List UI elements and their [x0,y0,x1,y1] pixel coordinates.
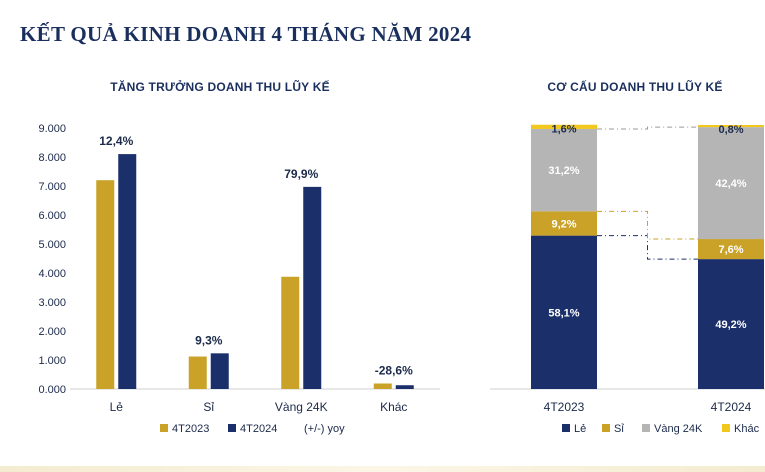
connector-line [597,235,698,260]
legend-label: Lẻ [574,423,586,435]
left-chart-title: TĂNG TRƯỞNG DOANH THU LŨY KẾ [110,80,330,94]
yoy-label: 12,4% [99,134,133,148]
bar-4t2023 [373,383,392,389]
y-tick-label: 4.000 [38,268,66,280]
x-tick-label: Lẻ [110,400,124,414]
yoy-label: 9,3% [195,333,223,347]
segment-label: 9,2% [551,218,576,230]
legend-label: Sỉ [614,423,624,435]
bar-4t2024 [303,186,322,389]
bar-4t2024 [395,385,414,389]
y-tick-label: 2.000 [38,326,66,338]
segment-label: 7,6% [718,244,743,256]
segment-label: 31,2% [548,165,579,177]
legend-label: Khác [734,423,760,435]
y-tick-label: 7.000 [38,181,66,193]
y-tick-label: 3.000 [38,297,66,309]
y-tick-label: 1.000 [38,355,66,367]
x-tick-label: Vàng 24K [275,400,328,414]
connector-line [597,126,698,130]
stack-segment-lẻ [531,235,597,389]
x-tick-label: 4T2024 [711,400,752,414]
y-tick-label: 6.000 [38,210,66,222]
legend-yoy: (+/-) yoy [304,423,345,435]
segment-label: 42,4% [715,178,746,190]
yoy-label: 79,9% [284,167,318,181]
legend-swatch [562,424,570,432]
segment-label: 1,6% [551,124,576,136]
legend-label: Vàng 24K [654,423,703,435]
yoy-label: -28,6% [375,363,413,377]
stack-segment-lẻ [698,259,764,389]
stack-segment-khác [698,125,764,128]
revenue-growth-chart: 0.000 1.000 2.000 3.000 4.000 5.000 6.000 7.000… [38,123,440,435]
connector-line [597,210,698,240]
legend-swatch [722,424,730,432]
stack-segment-khác [531,124,597,129]
legend-label: 4T2024 [240,423,277,435]
legend-swatch [642,424,650,432]
x-tick-label: Sỉ [203,400,214,414]
stack-segment-sỉ [531,211,597,236]
bar-4t2024 [118,154,137,389]
right-chart-title: CƠ CẤU DOANH THU LŨY KẾ [547,80,723,94]
stack-segment-sỉ [698,239,764,260]
x-tick-label: Khác [380,400,407,414]
stack-segment-vàng-24k [531,128,597,212]
footer-strip [0,466,765,472]
y-tick-label: 8.000 [38,152,66,164]
legend-swatch [160,424,168,432]
stack-segment-vàng-24k [698,127,764,240]
y-tick-label: 0.000 [38,384,66,396]
legend-swatch [228,424,236,432]
page-title: KẾT QUẢ KINH DOANH 4 THÁNG NĂM 2024 [20,22,472,46]
legend-swatch [602,424,610,432]
bar-4t2023 [281,276,300,389]
segment-label: 0,8% [718,124,743,136]
y-tick-label: 5.000 [38,239,66,251]
legend-label: 4T2023 [172,423,209,435]
revenue-structure-chart: 58,1% 9,2% 31,2% 1,6% 4T2023 49,2% 7,6% 42,4% 0,… [490,124,765,435]
x-tick-label: 4T2023 [544,400,585,414]
segment-label: 49,2% [715,319,746,331]
bar-4t2023 [188,356,207,389]
segment-label: 58,1% [548,307,579,319]
bar-4t2023 [96,180,115,389]
bar-4t2024 [210,353,229,389]
y-tick-label: 9.000 [38,123,66,135]
